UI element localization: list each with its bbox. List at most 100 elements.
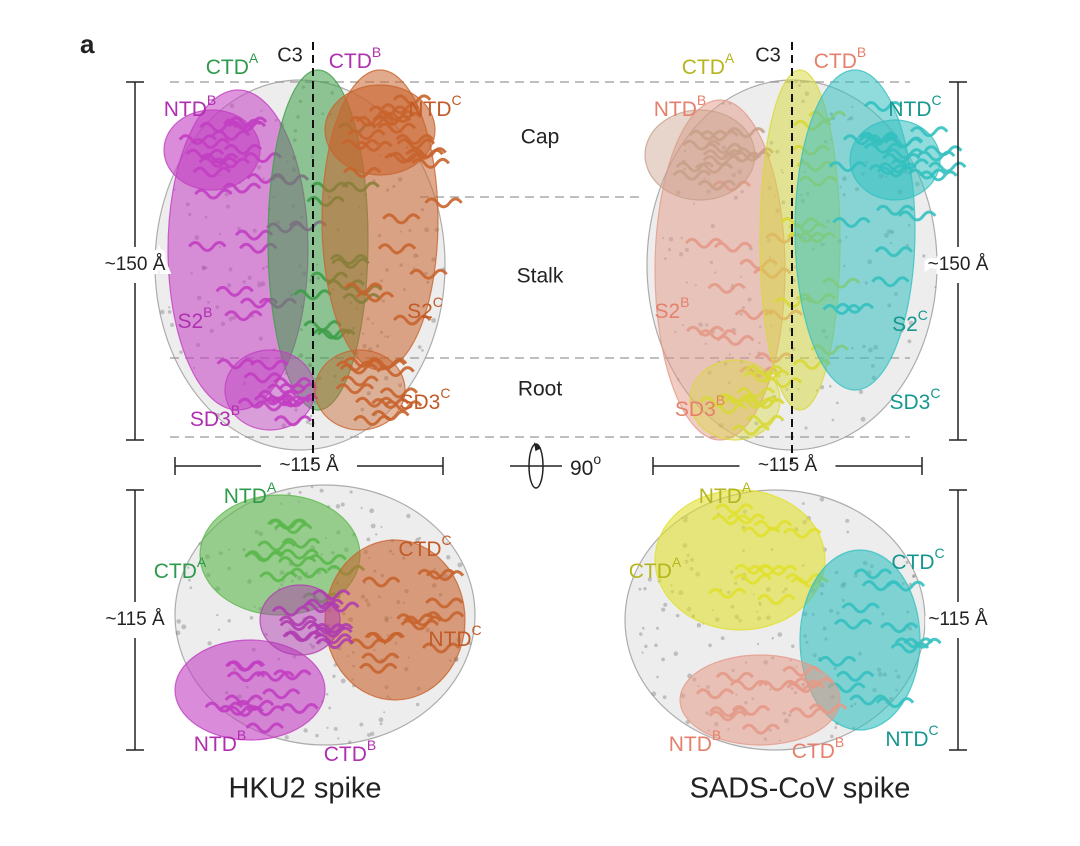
chain-label: NTDB xyxy=(654,92,707,121)
helix xyxy=(758,680,797,692)
density-speck xyxy=(831,418,835,422)
label-sup: A xyxy=(249,50,259,66)
label-sup: A xyxy=(267,479,277,495)
label-sup: B xyxy=(680,294,689,310)
label-sup: B xyxy=(237,727,246,743)
density-speck xyxy=(380,525,383,528)
density-speck xyxy=(167,310,172,314)
helix xyxy=(340,139,380,151)
helix xyxy=(258,389,297,401)
label-text: CTD xyxy=(329,50,372,73)
helix xyxy=(731,424,771,436)
label-sup: B xyxy=(372,44,381,60)
helix xyxy=(898,210,937,222)
helix xyxy=(879,622,919,634)
helix xyxy=(377,243,417,255)
helix xyxy=(409,268,448,280)
helix xyxy=(273,669,312,681)
chain-label: NTDA xyxy=(224,479,277,508)
label-text: NTD xyxy=(408,98,451,121)
helix xyxy=(340,375,379,387)
chain-label: CTDA xyxy=(154,554,207,583)
density-speck xyxy=(791,644,795,648)
helix xyxy=(178,134,217,146)
label-text: CTD xyxy=(792,740,835,763)
density-speck xyxy=(360,407,365,412)
chain-label: NTDC xyxy=(885,722,938,751)
protein-chain xyxy=(259,584,341,656)
helix xyxy=(732,150,772,162)
helix xyxy=(200,153,239,165)
helix xyxy=(833,618,873,630)
helix xyxy=(909,126,949,138)
helix xyxy=(403,615,442,627)
helix xyxy=(278,556,317,568)
density-speck xyxy=(310,485,314,489)
density-speck xyxy=(187,566,190,569)
helix xyxy=(250,359,289,371)
helix xyxy=(884,136,924,148)
density-speck xyxy=(846,530,850,534)
helix xyxy=(695,688,735,700)
label-sup: B xyxy=(231,402,240,418)
density-speck xyxy=(366,537,371,542)
label-sup: C xyxy=(932,92,942,108)
helix xyxy=(759,564,798,576)
helix xyxy=(244,551,283,563)
density-speck xyxy=(337,737,340,740)
chain-label: CTDA xyxy=(206,50,259,79)
helix xyxy=(257,540,296,552)
density-speck xyxy=(305,419,310,424)
helix xyxy=(863,142,903,154)
density-speck xyxy=(366,391,371,396)
density-speck xyxy=(663,602,668,607)
helix xyxy=(405,148,444,160)
helix xyxy=(276,396,315,408)
density-speck xyxy=(349,490,353,494)
helix xyxy=(928,161,967,173)
axis-label: C3 xyxy=(755,44,781,66)
chain-label: CTDB xyxy=(814,44,867,73)
helix xyxy=(281,537,321,549)
label-text: S2 xyxy=(654,300,680,323)
density-speck xyxy=(860,416,866,422)
helix xyxy=(890,158,930,170)
helix xyxy=(916,150,956,162)
helix xyxy=(315,638,355,650)
helix xyxy=(890,642,930,654)
density-speck xyxy=(179,350,183,354)
helix xyxy=(314,626,353,638)
helix xyxy=(256,670,295,682)
helix xyxy=(835,302,875,314)
label-sup: C xyxy=(930,385,940,401)
helix xyxy=(339,363,379,375)
density-speck xyxy=(802,502,805,505)
helix xyxy=(425,597,464,609)
helix xyxy=(736,397,775,409)
density-speck xyxy=(446,555,451,560)
density-speck xyxy=(303,728,308,733)
density-speck xyxy=(421,349,424,352)
structure-title: SADS-CoV spike xyxy=(690,773,911,805)
helix xyxy=(713,241,753,253)
density-speck xyxy=(370,731,375,736)
helix xyxy=(716,393,755,405)
helix xyxy=(273,415,313,427)
helix xyxy=(808,703,848,715)
helix xyxy=(763,377,803,389)
dimension-label: ~150 Å xyxy=(105,254,166,275)
label-text: CTD xyxy=(324,743,367,766)
chain-label: CTDA xyxy=(629,554,682,583)
helix xyxy=(253,394,293,406)
helix xyxy=(716,334,755,346)
label-text: CTD xyxy=(682,56,725,79)
helix xyxy=(703,142,743,154)
density-speck xyxy=(754,421,759,426)
density-speck xyxy=(383,711,386,714)
helix xyxy=(745,414,785,426)
helix xyxy=(293,289,332,301)
helix xyxy=(425,611,465,623)
helix xyxy=(684,237,724,249)
helix xyxy=(853,568,893,580)
